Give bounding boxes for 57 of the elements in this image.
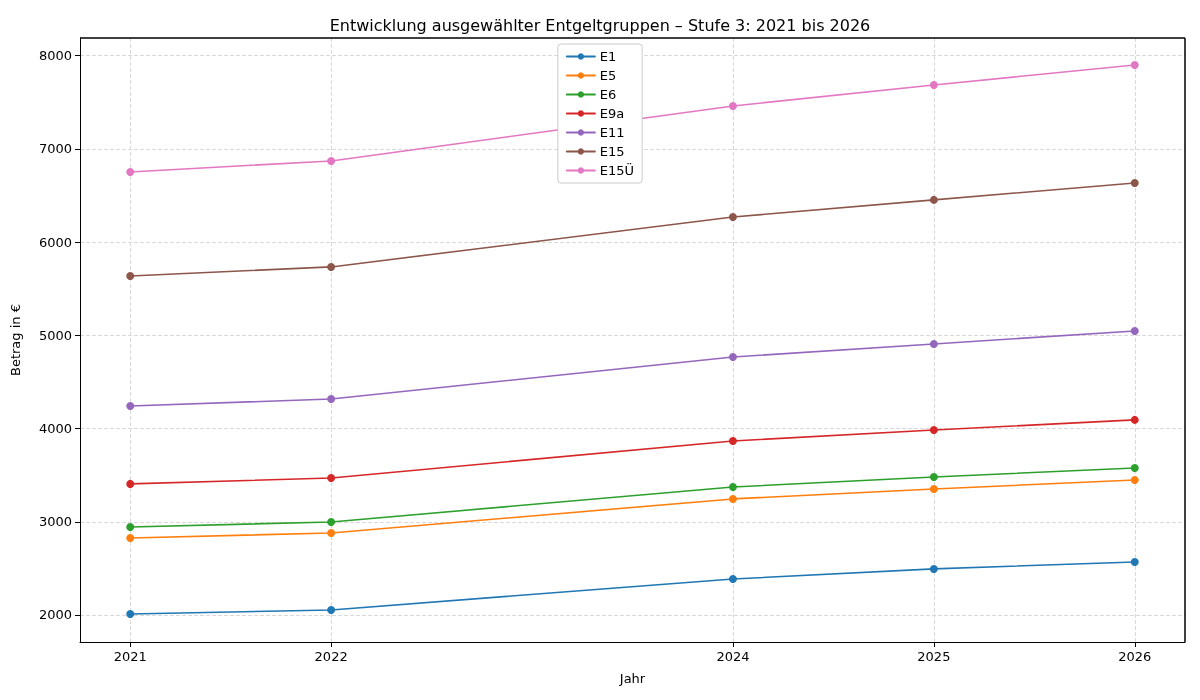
x-tick-label: 2022 (314, 649, 348, 664)
point (327, 262, 336, 271)
point (126, 479, 135, 488)
point (929, 564, 938, 573)
point (327, 605, 336, 614)
x-tick-label: 2024 (716, 649, 750, 664)
legend-label: E15Ü (599, 162, 635, 178)
point (327, 395, 336, 403)
point (929, 472, 938, 481)
point (929, 425, 938, 434)
legend-label: E5 (599, 68, 617, 83)
point (728, 212, 737, 221)
y-tick-label: 2000 (38, 607, 72, 623)
point (728, 574, 737, 583)
x-tick-label: 2021 (113, 649, 147, 664)
point (728, 436, 737, 445)
point (929, 80, 938, 89)
x-tick-label: 2026 (1118, 649, 1152, 664)
chart-title: Entwicklung ausgewählter Entgeltgruppen – Stufe 3: 2021 bis 2026 (329, 15, 871, 35)
x-axis-title: Jahr (618, 671, 646, 686)
y-tick-label: 3000 (38, 514, 72, 530)
point (126, 609, 135, 618)
point (1130, 476, 1139, 484)
y-axis-title: Betrag in € (8, 304, 23, 376)
legend-label: E6 (599, 87, 617, 102)
point (327, 517, 336, 526)
point (126, 522, 135, 531)
y-tick-label: 8000 (38, 48, 72, 64)
point (126, 533, 135, 542)
y-tick-label: 7000 (38, 141, 72, 157)
legend-label: E15 (599, 144, 625, 159)
point (327, 528, 336, 537)
legend-label: E9a (599, 106, 625, 121)
point (327, 473, 336, 482)
point (1130, 178, 1139, 187)
y-tick-label: 4000 (38, 421, 72, 437)
point (929, 484, 938, 493)
point (728, 101, 737, 110)
point (1130, 326, 1139, 335)
point (1130, 557, 1139, 566)
point (327, 156, 336, 165)
point (728, 494, 737, 503)
point (929, 340, 938, 349)
point (1130, 415, 1139, 424)
point (126, 271, 135, 280)
legend-label: E1 (599, 49, 617, 64)
point (728, 482, 737, 491)
y-tick-label: 6000 (38, 234, 72, 250)
point (126, 167, 135, 176)
point (1130, 463, 1139, 472)
y-tick-label: 5000 (38, 327, 72, 343)
point (126, 401, 135, 410)
x-tick-label: 2025 (917, 649, 951, 664)
legend-label: E11 (599, 125, 625, 140)
point (1130, 60, 1139, 69)
point (728, 352, 737, 361)
point (929, 195, 938, 204)
